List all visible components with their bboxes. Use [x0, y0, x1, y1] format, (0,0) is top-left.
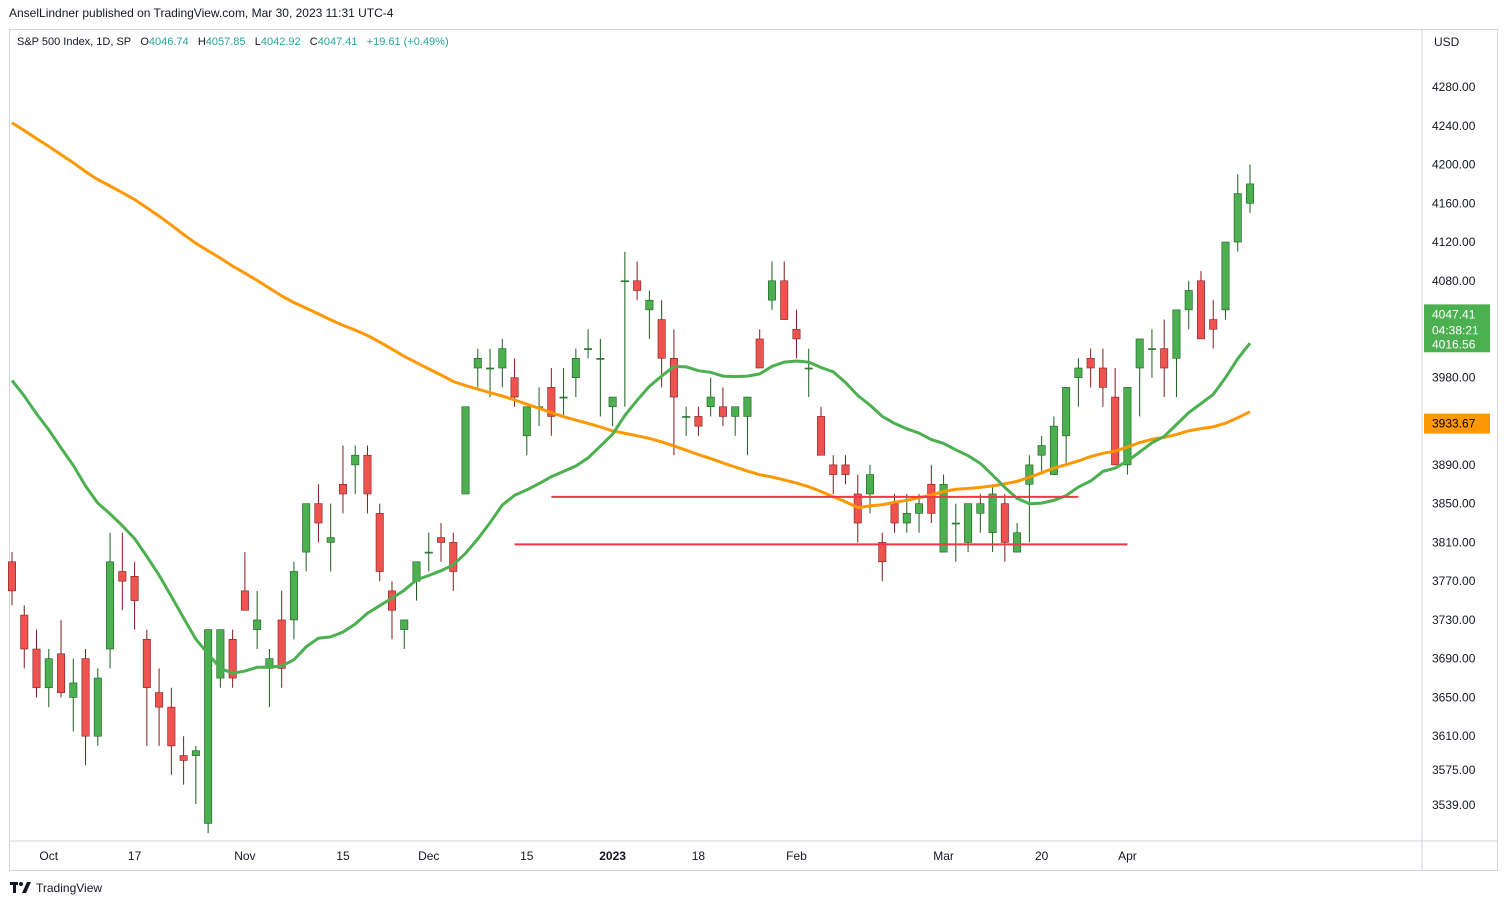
open-label: O	[140, 36, 149, 48]
symbol-name[interactable]: S&P 500 Index, 1D, SP	[17, 36, 132, 48]
open-value: 4046.74	[148, 36, 189, 48]
low-value: 4042.92	[260, 36, 301, 48]
high-label: H	[197, 36, 206, 48]
publisher-caption: AnselLindner published on TradingView.co…	[9, 6, 394, 20]
change-value: +19.61 (+0.49%)	[366, 36, 449, 48]
tradingview-brand[interactable]: TradingView	[10, 881, 102, 895]
symbol-legend: S&P 500 Index, 1D, SP O4046.74 H4057.85 …	[17, 36, 449, 48]
brand-name: TradingView	[36, 881, 103, 895]
chart-frame	[9, 29, 1498, 871]
tradingview-logo-icon	[10, 882, 31, 893]
close-label: C	[309, 36, 318, 48]
high-value: 4057.85	[205, 36, 246, 48]
close-value: 4047.41	[317, 36, 358, 48]
low-label: L	[254, 36, 261, 48]
